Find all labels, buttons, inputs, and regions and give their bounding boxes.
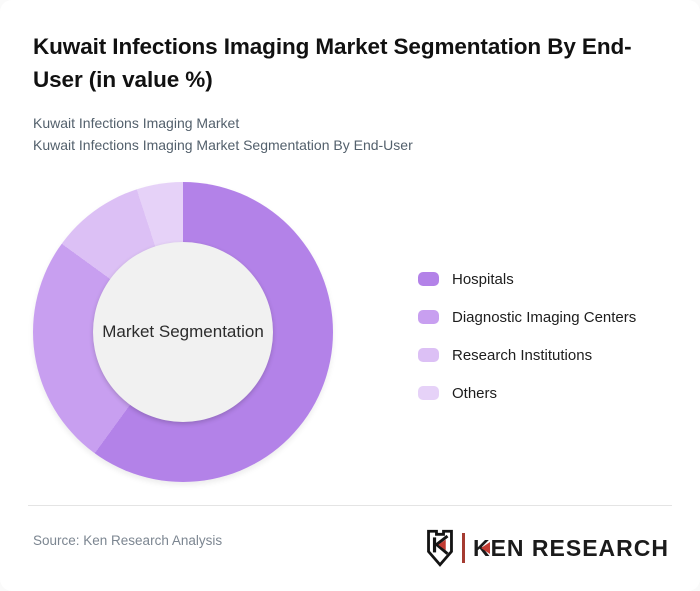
legend-item-hospitals: Hospitals — [418, 260, 636, 298]
subtitle-line-2: Kuwait Infections Imaging Market Segment… — [33, 136, 413, 153]
legend-label: Hospitals — [452, 270, 514, 288]
donut-hole: Market Segmentation — [93, 242, 273, 422]
legend-label: Research Institutions — [452, 346, 593, 364]
legend-swatch-others — [418, 386, 439, 400]
subtitle-block: Kuwait Infections Imaging Market Kuwait … — [33, 113, 413, 156]
logo-k-triangle-icon — [480, 542, 490, 554]
source-text: Source: Ken Research Analysis — [33, 533, 223, 548]
shield-k-icon — [427, 529, 454, 567]
legend-label: Others — [452, 384, 498, 402]
legend-swatch-research-institutions — [418, 348, 439, 362]
page-title: Kuwait Infections Imaging Market Segment… — [33, 34, 632, 93]
legend-swatch-diagnostic-imaging-centers — [418, 310, 439, 324]
ken-research-logo: KEN RESEARCH — [425, 527, 669, 569]
legend-swatch-hospitals — [418, 272, 439, 286]
donut-center-label: Market Segmentation — [102, 322, 264, 341]
chart-legend: Hospitals Diagnostic Imaging Centers Res… — [418, 260, 636, 412]
subtitle-line-1: Kuwait Infections Imaging Market — [33, 115, 240, 131]
legend-item-others: Others — [418, 374, 636, 412]
logo-wordmark: KEN RESEARCH — [472, 534, 669, 561]
legend-label: Diagnostic Imaging Centers — [452, 308, 637, 326]
legend-item-diagnostic-imaging-centers: Diagnostic Imaging Centers — [418, 298, 636, 336]
footer-divider — [28, 505, 672, 506]
legend-item-research-institutions: Research Institutions — [418, 336, 636, 374]
logo-divider — [462, 533, 465, 563]
donut-chart: Market Segmentation — [33, 182, 333, 482]
